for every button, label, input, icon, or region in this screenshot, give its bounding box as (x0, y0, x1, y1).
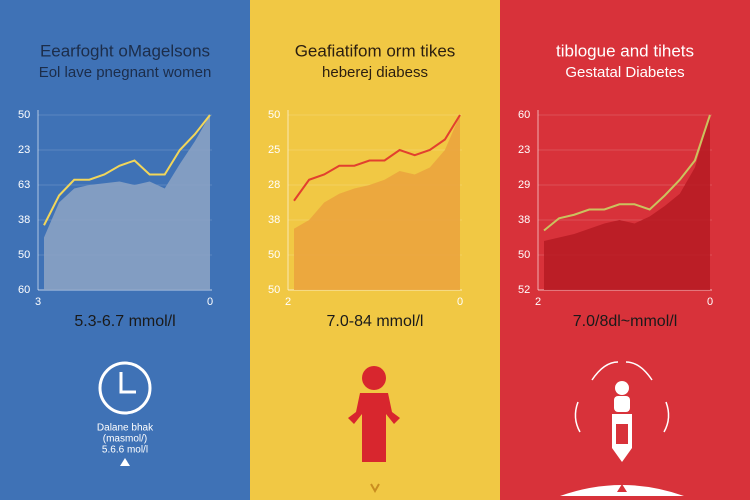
range-label: 5.3-6.7 mmol/l (74, 313, 175, 330)
x-tick-label: 2 (535, 296, 541, 308)
range-label: 7.0-84 mmol/l (327, 313, 424, 330)
panel-subtitle: Gestatal Diabetes (565, 64, 684, 81)
note-line: 5.6.6 mol/l (102, 445, 148, 456)
x-tick-label: 2 (285, 296, 291, 308)
y-tick-label: 38 (518, 214, 530, 226)
syringe-icon (574, 361, 670, 462)
y-tick-label: 63 (18, 179, 30, 191)
y-tick-label: 50 (268, 284, 280, 296)
line (543, 114, 711, 232)
y-tick-label: 38 (268, 214, 280, 226)
note-line: (masmol/) (103, 434, 147, 445)
y-tick-label: 25 (268, 144, 280, 156)
y-tick-label: 50 (518, 249, 530, 261)
arrow-icon (120, 458, 130, 466)
note-line: Dalane bhak (97, 423, 154, 434)
y-tick-label: 60 (18, 284, 30, 296)
x-tick-label: 0 (207, 296, 213, 308)
panel-subtitle: Eol lave pnegnant women (39, 64, 212, 81)
y-tick-label: 23 (518, 144, 530, 156)
line (293, 114, 461, 202)
range-label: 7.0/8dl~mmol/l (573, 313, 678, 330)
y-tick-label: 50 (268, 249, 280, 261)
line (43, 114, 211, 226)
panel-subtitle: heberej diabess (322, 64, 428, 81)
panel-title: Geafiatifom orm tikes (295, 41, 456, 60)
y-tick-label: 29 (518, 179, 530, 191)
area (44, 115, 210, 290)
y-tick-label: 38 (18, 214, 30, 226)
y-tick-label: 60 (518, 109, 530, 121)
clock-icon (98, 361, 152, 415)
x-tick-label: 0 (707, 296, 713, 308)
y-tick-label: 28 (268, 179, 280, 191)
y-tick-label: 50 (18, 109, 30, 121)
area (294, 115, 460, 290)
y-tick-label: 52 (518, 284, 530, 296)
arrow-icon (617, 484, 627, 492)
person-icon (348, 366, 400, 462)
panel-title: Eearfoght oMagelsons (40, 41, 210, 60)
x-tick-label: 3 (35, 296, 41, 308)
y-tick-label: 50 (18, 249, 30, 261)
arrow-icon (370, 483, 380, 494)
panel-title: tiblogue and tihets (556, 41, 694, 60)
y-tick-label: 50 (268, 109, 280, 121)
y-tick-label: 23 (18, 144, 30, 156)
x-tick-label: 0 (457, 296, 463, 308)
area (544, 115, 710, 290)
